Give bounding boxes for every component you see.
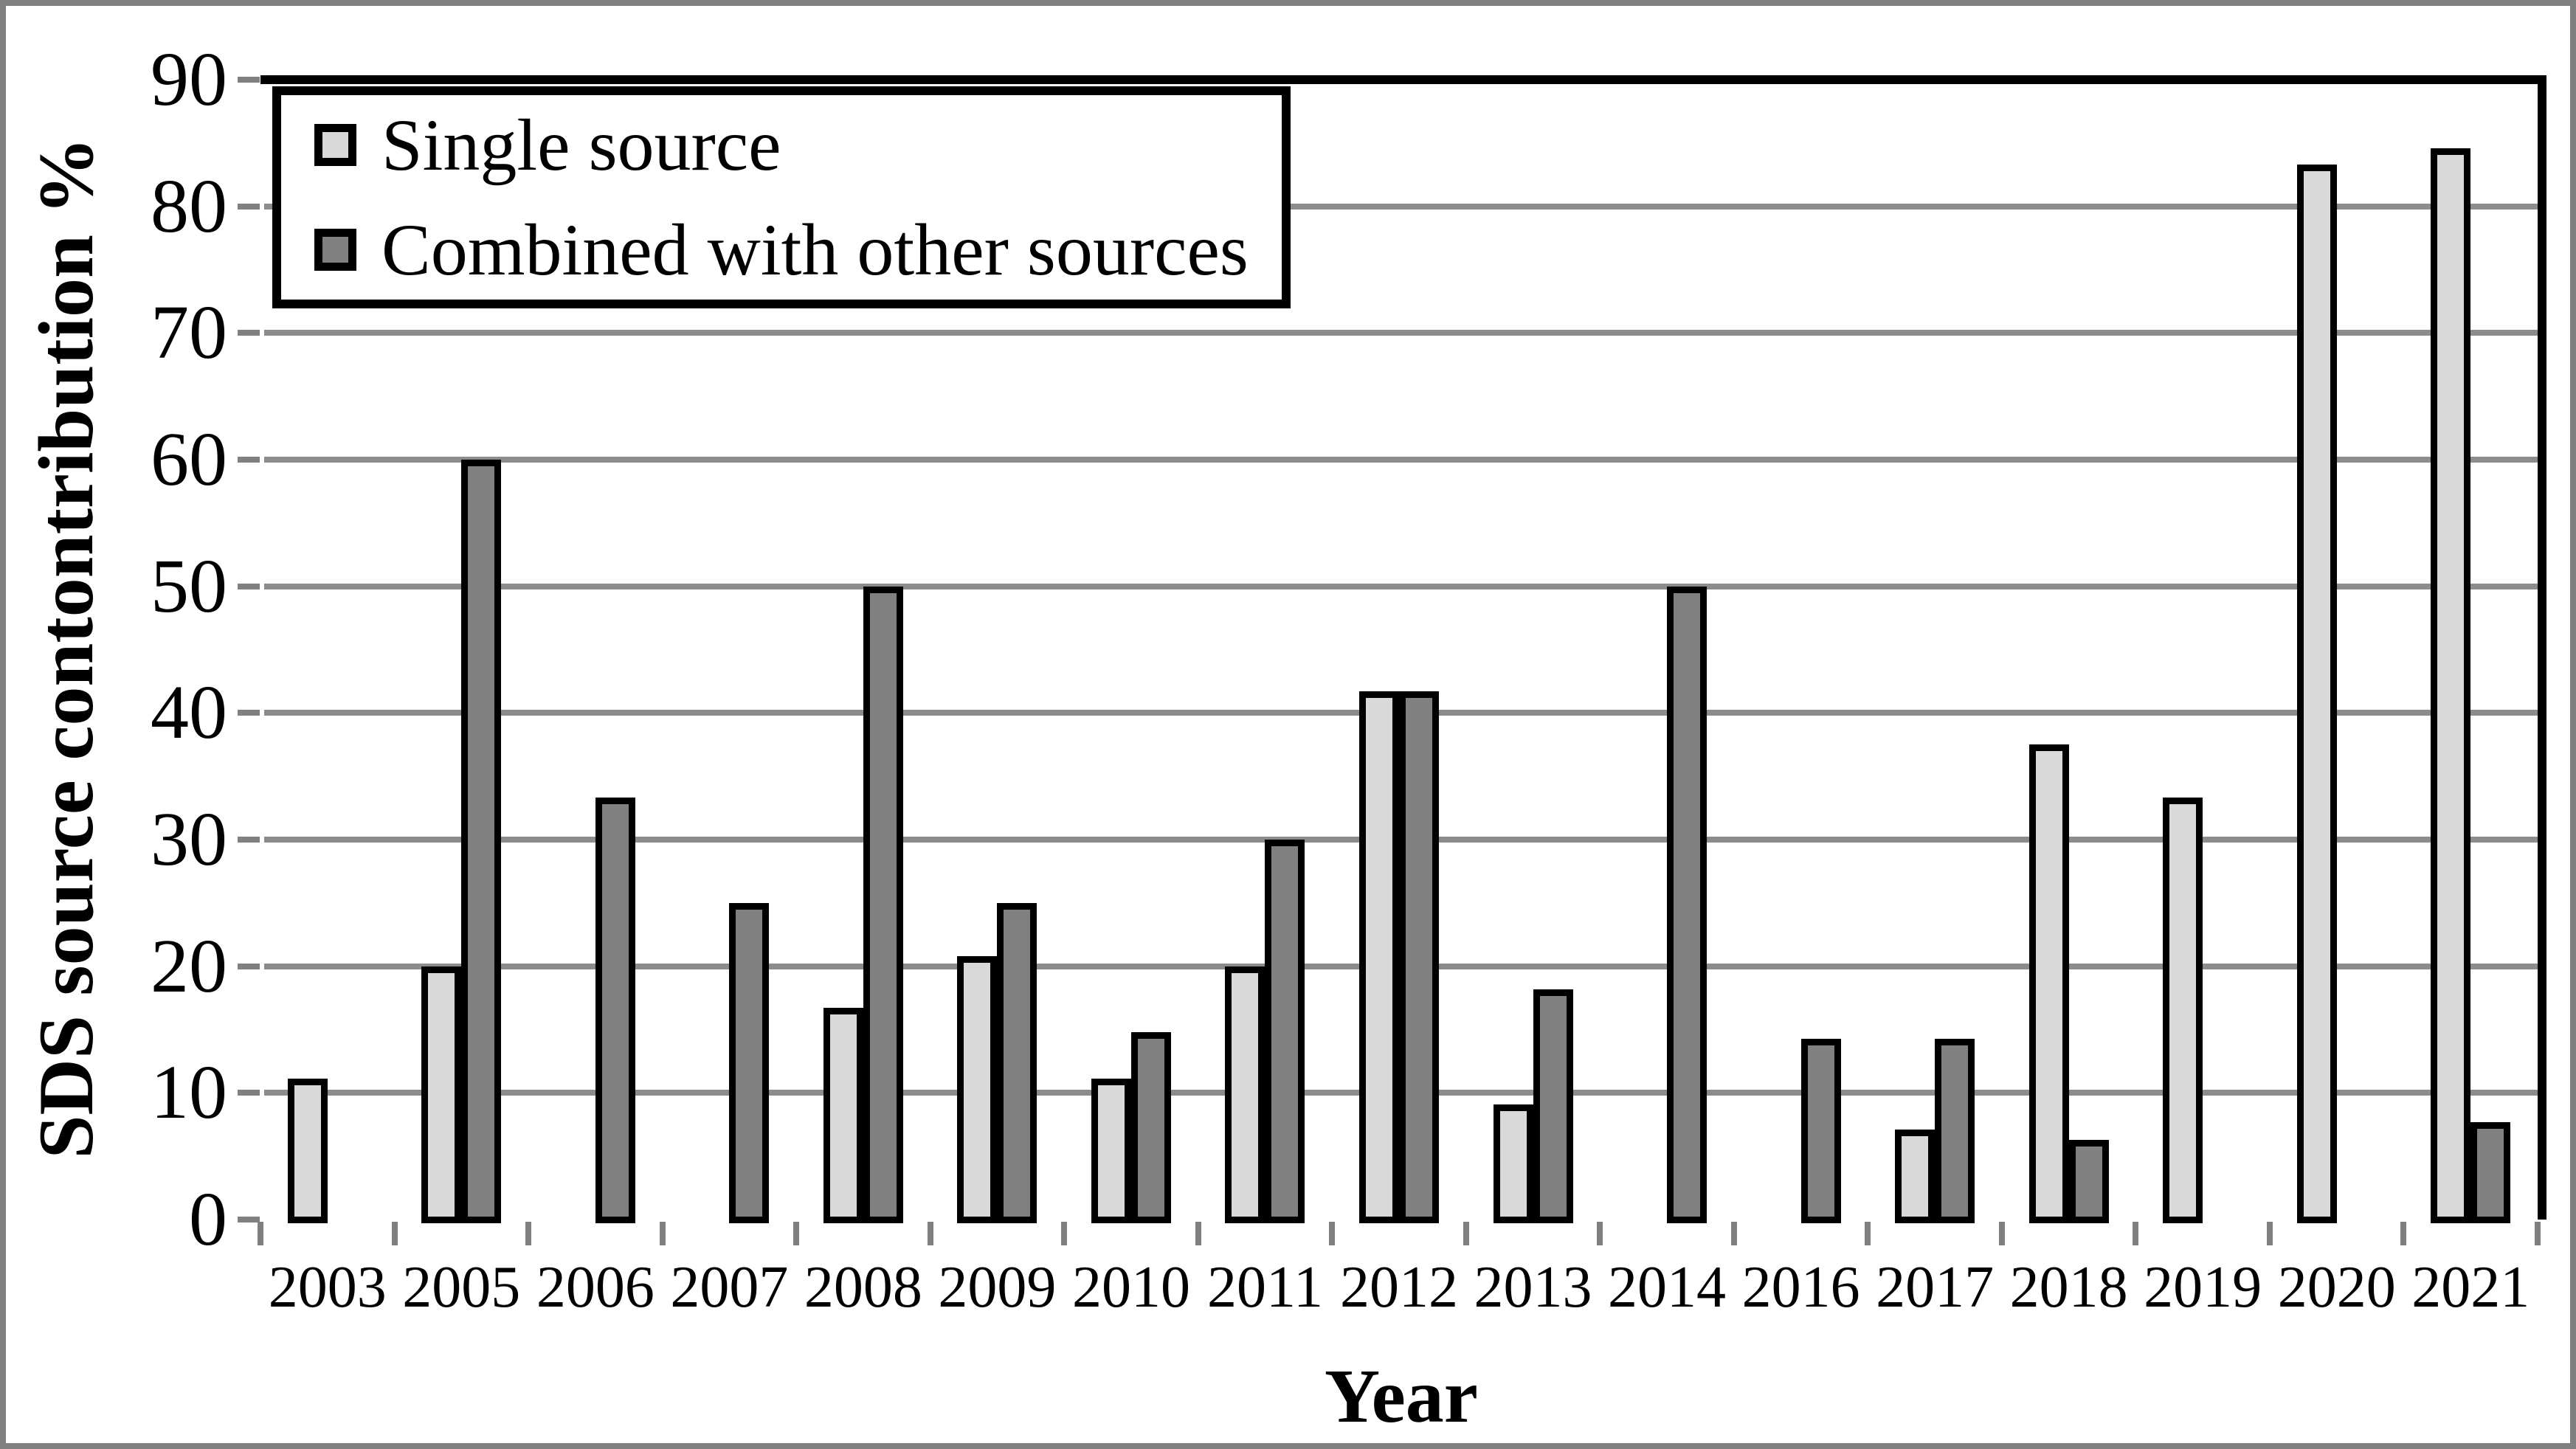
y-axis-tick-40: [238, 710, 260, 716]
x-axis-tick: [391, 1222, 398, 1245]
x-axis-tick: [1463, 1222, 1469, 1245]
bar-single-2008: [823, 1008, 863, 1223]
bar-single-2010: [1091, 1079, 1131, 1223]
y-axis-line: [255, 75, 262, 1226]
x-axis-tick: [927, 1222, 933, 1245]
y-tick-label: 90: [151, 37, 227, 122]
bar-single-2012: [1359, 691, 1399, 1223]
x-axis-tick: [1195, 1222, 1201, 1245]
bar-combined-2016: [1800, 1038, 1841, 1223]
bar-combined-2014: [1667, 586, 1707, 1223]
x-tick-label-2011: 2011: [1206, 1255, 1323, 1320]
x-tick-label-2006: 2006: [536, 1255, 655, 1320]
legend-item-combined-sources: Combined with other sources: [314, 208, 1282, 291]
bar-combined-2008: [863, 586, 903, 1223]
legend-box: Single source Combined with other source…: [272, 86, 1291, 308]
x-axis-tick: [1597, 1222, 1603, 1245]
bar-combined-2005: [461, 460, 502, 1223]
y-axis-tick-70: [238, 330, 260, 336]
gridline-60: [264, 457, 2546, 463]
bar-single-2021: [2431, 148, 2471, 1223]
gridline-80: [264, 203, 2546, 210]
x-tick-label-2021: 2021: [2411, 1255, 2530, 1320]
y-tick-label: 70: [151, 290, 227, 376]
y-tick-label: 20: [151, 923, 227, 1009]
y-axis-tick-30: [238, 837, 260, 843]
x-tick-label-2005: 2005: [402, 1255, 521, 1320]
x-axis-tick: [2535, 1222, 2541, 1245]
x-tick-label-2008: 2008: [804, 1255, 922, 1320]
x-axis-tick: [1730, 1222, 1737, 1245]
x-tick-label-2018: 2018: [2009, 1255, 2128, 1320]
y-axis-tick-90: [238, 77, 260, 83]
x-tick-label-2019: 2019: [2144, 1255, 2262, 1320]
y-tick-label: 80: [151, 163, 227, 249]
bar-single-2005: [421, 966, 462, 1223]
bar-combined-2011: [1265, 840, 1305, 1223]
x-tick-label-2003: 2003: [268, 1255, 387, 1320]
bar-combined-2009: [997, 902, 1037, 1223]
x-tick-label-2014: 2014: [1608, 1255, 1727, 1320]
x-axis-title: Year: [1325, 1354, 1478, 1439]
y-axis-tick-80: [238, 203, 260, 210]
y-tick-label: 0: [189, 1177, 227, 1262]
bar-combined-2013: [1533, 989, 1573, 1223]
x-tick-label-2009: 2009: [938, 1255, 1057, 1320]
x-tick-label-2007: 2007: [670, 1255, 789, 1320]
x-tick-label-2017: 2017: [1876, 1255, 1995, 1320]
x-axis-tick: [525, 1222, 532, 1245]
bar-single-2013: [1493, 1104, 1533, 1223]
x-axis-tick: [1865, 1222, 1871, 1245]
bar-single-2003: [287, 1079, 328, 1223]
y-tick-label: 60: [151, 417, 227, 502]
y-axis-tick-0: [238, 1217, 260, 1223]
bar-combined-2010: [1130, 1031, 1171, 1223]
bar-single-2009: [957, 955, 998, 1223]
x-axis-tick: [258, 1222, 263, 1245]
legend-label-combined-sources: Combined with other sources: [381, 208, 1249, 291]
x-tick-label-2016: 2016: [1741, 1255, 1860, 1320]
x-axis-tick: [659, 1222, 666, 1245]
bar-single-2017: [1895, 1130, 1936, 1223]
legend-item-single-source: Single source: [314, 103, 1282, 186]
y-axis-tick-10: [238, 1090, 260, 1096]
gridline-50: [264, 583, 2546, 589]
legend-swatch-combined-sources: [314, 229, 356, 271]
gridline-70: [264, 330, 2546, 336]
x-tick-label-2020: 2020: [2277, 1255, 2396, 1320]
x-axis-tick: [1061, 1222, 1068, 1245]
x-axis-tick: [2400, 1222, 2407, 1245]
bar-single-2019: [2163, 798, 2203, 1223]
x-tick-label-2013: 2013: [1474, 1255, 1592, 1320]
y-axis-tick-60: [238, 457, 260, 463]
x-axis-tick: [1329, 1222, 1336, 1245]
x-axis-tick: [793, 1222, 800, 1245]
bar-single-2018: [2028, 744, 2069, 1223]
bar-combined-2021: [2470, 1121, 2511, 1223]
bar-single-2020: [2296, 165, 2337, 1223]
y-tick-label: 30: [151, 797, 227, 882]
bar-combined-2006: [595, 798, 635, 1223]
bar-combined-2012: [1399, 691, 1439, 1223]
bar-combined-2018: [2068, 1139, 2109, 1223]
x-tick-label-2010: 2010: [1071, 1255, 1190, 1320]
x-axis-tick: [2133, 1222, 2139, 1245]
legend-swatch-single-source: [314, 124, 356, 166]
x-axis-tick: [1998, 1222, 2005, 1245]
y-tick-label: 40: [151, 670, 227, 755]
bar-combined-2017: [1935, 1038, 1975, 1223]
x-tick-label-2012: 2012: [1340, 1255, 1458, 1320]
x-axis-tick: [2266, 1222, 2273, 1245]
bar-combined-2007: [729, 902, 770, 1223]
y-axis-tick-50: [238, 583, 260, 589]
y-tick-label: 10: [151, 1050, 227, 1135]
legend-label-single-source: Single source: [381, 103, 781, 186]
bar-single-2011: [1225, 966, 1265, 1223]
y-tick-label: 50: [151, 543, 227, 629]
y-axis-tick-20: [238, 963, 260, 969]
